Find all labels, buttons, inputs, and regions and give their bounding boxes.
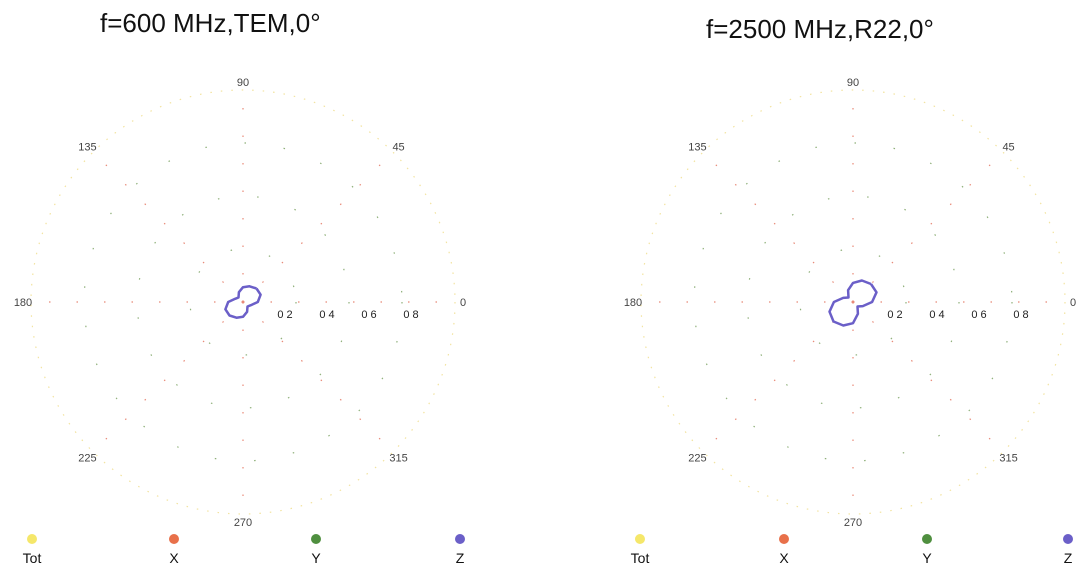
legend-dot-tot-right	[635, 534, 645, 544]
legend-label-z-left: Z	[455, 550, 465, 566]
angle-label-left: 0	[460, 297, 466, 309]
angle-label-right: 135	[688, 141, 706, 153]
angle-label-left: 180	[14, 297, 32, 309]
legend-item-tot-left: Tot	[12, 530, 52, 568]
radial-tick-label-right: 0 8	[1013, 309, 1028, 321]
legend-left: Tot X Y Z	[0, 530, 520, 570]
polar-spoke-right	[852, 151, 1004, 303]
polar-outer-ring-right	[640, 89, 1066, 515]
legend-item-x-left: X	[154, 530, 194, 568]
polar-inner-ring-right	[799, 248, 907, 356]
angle-label-left: 225	[78, 453, 96, 465]
legend-label-x-left: X	[169, 550, 179, 566]
radial-tick-label-right: 0 4	[929, 309, 944, 321]
angle-label-right: 180	[624, 297, 642, 309]
legend-item-z-left: Z	[440, 530, 480, 568]
angle-label-right: 225	[688, 453, 706, 465]
angle-label-right: 315	[999, 453, 1017, 465]
angle-label-left: 45	[392, 141, 404, 153]
polar-grid-right	[640, 89, 1066, 515]
polar-inner-ring-left	[136, 195, 350, 409]
chart-title-left: f=600 MHz,TEM,0°	[100, 8, 321, 38]
angle-label-right: 90	[847, 77, 859, 89]
radial-tick-label-left: 0 8	[403, 309, 418, 321]
legend-label-tot-left: Tot	[22, 550, 42, 566]
legend-label-z-right: Z	[1063, 550, 1073, 566]
legend-dot-tot-left	[27, 534, 37, 544]
legend-right: Tot X Y Z	[610, 530, 1089, 570]
angle-label-right: 0	[1070, 297, 1076, 309]
chart-panel-right: f=2500 MHz,R22,0° 90 45 0 315 270 225 180 135 0 …	[610, 0, 1089, 573]
polar-chart-left: 90 45 0 315 270 225 180 135 0 2 0 4 0 6 0 8	[14, 77, 466, 529]
legend-dot-y-left	[311, 534, 321, 544]
legend-dot-z-right	[1063, 534, 1073, 544]
angle-label-left: 270	[234, 517, 252, 529]
polar-spoke-right	[702, 301, 854, 453]
angle-label-left: 135	[78, 141, 96, 153]
polar-spoke-right	[702, 151, 854, 303]
chart-title-right: f=2500 MHz,R22,0°	[706, 14, 934, 44]
polar-inner-ring-right	[693, 142, 1013, 462]
radial-tick-label-left: 0 6	[361, 309, 376, 321]
legend-dot-x-right	[779, 534, 789, 544]
polar-spoke-left	[92, 301, 244, 453]
radial-tick-label-right: 0 6	[971, 309, 986, 321]
legend-label-y-left: Y	[311, 550, 321, 566]
legend-item-tot-right: Tot	[620, 530, 660, 568]
legend-dot-y-right	[922, 534, 932, 544]
legend-item-z-right: Z	[1048, 530, 1088, 568]
polar-spoke-right	[852, 301, 1004, 453]
angle-label-left: 90	[237, 77, 249, 89]
chart-panel-left: f=600 MHz,TEM,0° 90 45 0 315 270 225 180 135 0 2…	[0, 0, 520, 573]
polar-grid-left	[30, 89, 456, 515]
series-curve-z-left	[224, 285, 262, 319]
legend-dot-z-left	[455, 534, 465, 544]
legend-label-x-right: X	[779, 550, 789, 566]
polar-spoke-left	[92, 151, 244, 303]
polar-inner-ring-left	[189, 248, 297, 356]
legend-label-tot-right: Tot	[630, 550, 650, 566]
radial-tick-label-left: 0 4	[319, 309, 334, 321]
angle-label-left: 315	[389, 453, 407, 465]
polar-inner-ring-left	[83, 142, 403, 462]
angle-label-right: 45	[1002, 141, 1014, 153]
legend-item-y-right: Y	[907, 530, 947, 568]
legend-item-y-left: Y	[296, 530, 336, 568]
polar-spoke-left	[242, 151, 394, 303]
radial-tick-label-left: 0 2	[277, 309, 292, 321]
polar-chart-right: 90 45 0 315 270 225 180 135 0 2 0 4 0 6 0 8	[624, 77, 1076, 529]
polar-inner-ring-right	[746, 195, 960, 409]
legend-label-y-right: Y	[922, 550, 932, 566]
polar-outer-ring-left	[30, 89, 456, 515]
series-curve-z-right	[828, 279, 878, 327]
radial-tick-label-right: 0 2	[887, 309, 902, 321]
legend-dot-x-left	[169, 534, 179, 544]
legend-item-x-right: X	[764, 530, 804, 568]
polar-spoke-left	[242, 301, 394, 453]
angle-label-right: 270	[844, 517, 862, 529]
